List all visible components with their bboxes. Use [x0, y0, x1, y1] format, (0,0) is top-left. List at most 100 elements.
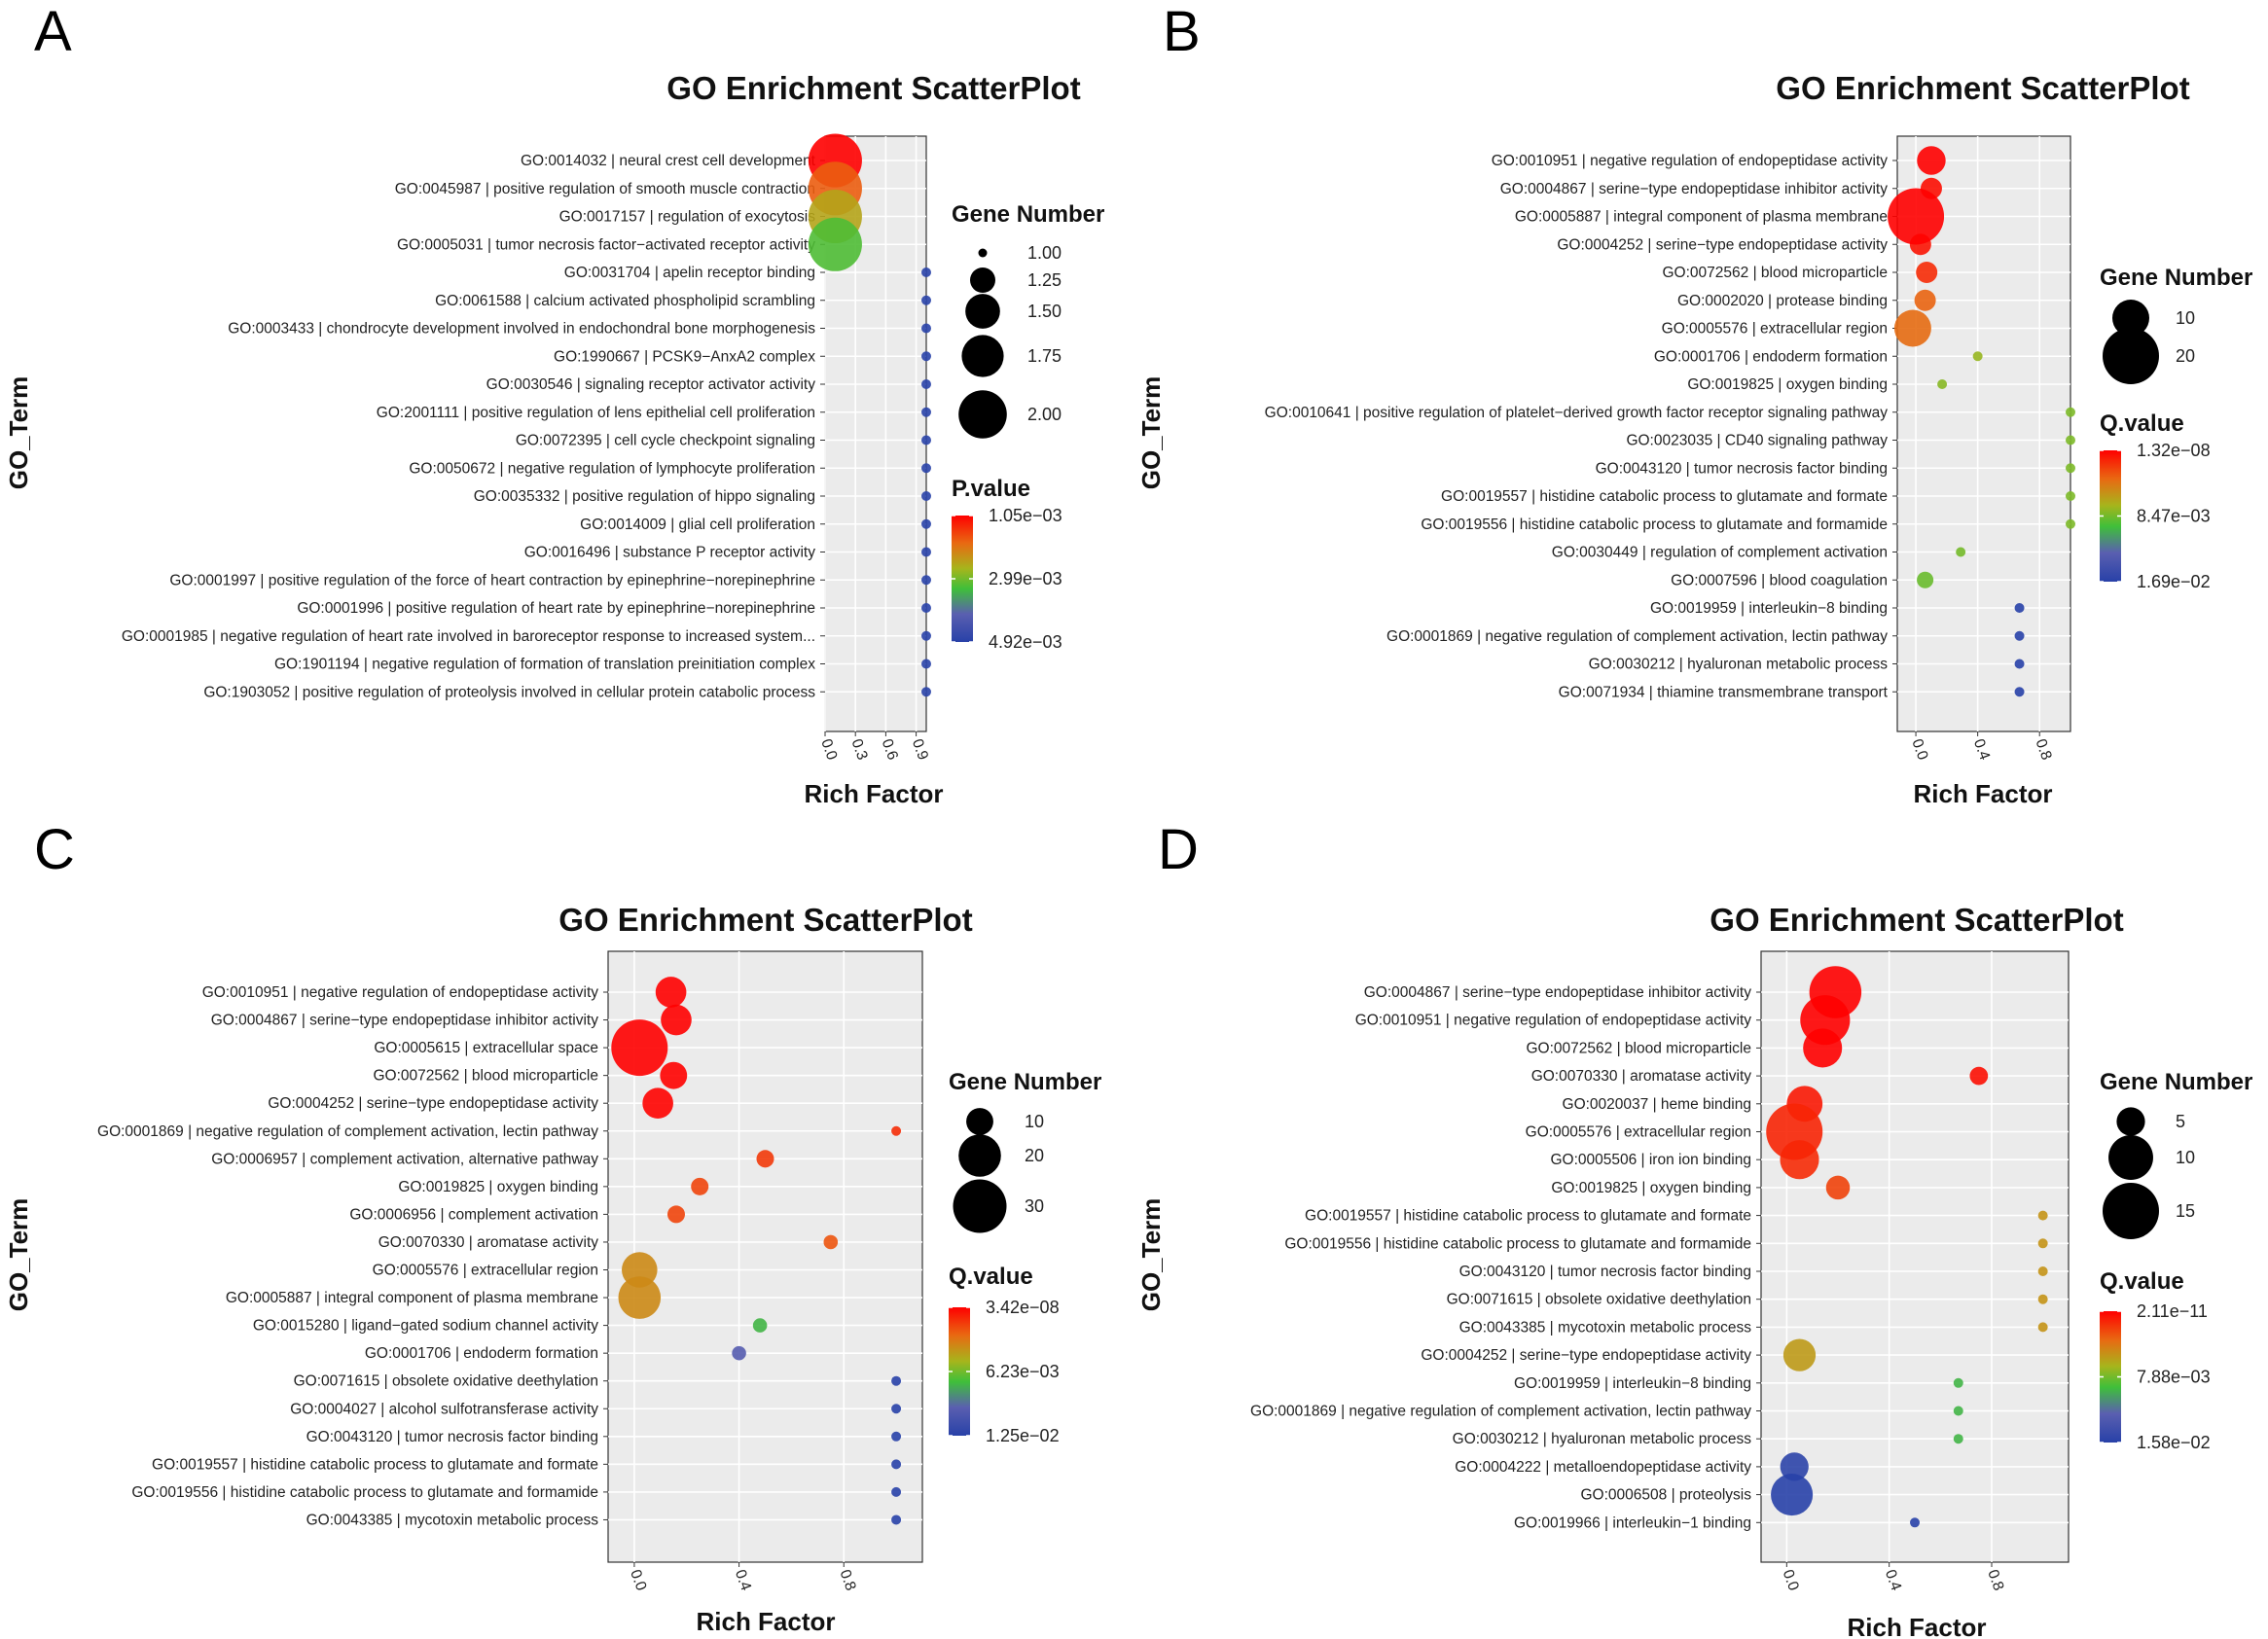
data-point [752, 1318, 768, 1333]
data-point [921, 295, 931, 305]
y-tick-label: GO:0004252 | serine−type endopeptidase a… [268, 1095, 598, 1112]
data-point [921, 323, 931, 334]
data-point [891, 1125, 902, 1136]
size-legend-label: 1.00 [1027, 243, 1062, 263]
y-tick-label: GO:0001985 | negative regulation of hear… [122, 628, 815, 645]
data-point [1809, 966, 1862, 1018]
panel-a: A GO Enrichment ScatterPlot GO_Term Rich Fa… [4, 0, 1104, 808]
size-legend-key [2116, 1107, 2145, 1136]
color-legend-label: 3.42e−08 [986, 1298, 1060, 1317]
size-legend-title: Gene Number [949, 1069, 1101, 1095]
y-tick-label: GO:0004252 | serine−type endopeptidase a… [1557, 236, 1888, 253]
y-tick-label: GO:0071934 | thiamine transmembrane tran… [1559, 684, 1889, 700]
y-tick-label: GO:1990667 | PCSK9−AnxA2 complex [554, 348, 815, 365]
data-point [891, 1514, 902, 1525]
panel-label: D [1158, 818, 1199, 881]
x-tick-label: 0.8 [1984, 1568, 2006, 1593]
color-legend-label: 2.11e−11 [2137, 1301, 2208, 1321]
data-point [655, 977, 687, 1008]
data-point [1917, 571, 1934, 588]
color-legend-title: Q.value [949, 1264, 1033, 1290]
y-axis-label: GO_Term [4, 376, 33, 490]
data-point [1771, 1474, 1814, 1516]
y-tick-label: GO:0004867 | serine−type endopeptidase i… [1364, 984, 1751, 1001]
data-point [691, 1177, 709, 1195]
data-point [2037, 1210, 2048, 1221]
data-point [921, 463, 931, 474]
color-legend-label: 6.23e−03 [986, 1362, 1060, 1381]
data-point [921, 379, 931, 389]
data-point [732, 1345, 746, 1361]
y-tick-label: GO:0019966 | interleukin−1 binding [1514, 1514, 1751, 1531]
color-legend-label: 8.47e−03 [2137, 507, 2211, 526]
color-legend-title: Q.value [2100, 1268, 2184, 1295]
y-tick-label: GO:0014009 | glial cell proliferation [580, 517, 815, 533]
y-tick-label: GO:0015280 | ligand−gated sodium channel… [253, 1318, 598, 1335]
y-tick-label: GO:0019556 | histidine catabolic process… [1284, 1235, 1751, 1252]
data-point [921, 407, 931, 417]
size-legend-key [958, 390, 1007, 439]
data-point [1916, 262, 1938, 283]
panel-label: C [34, 818, 75, 881]
y-tick-label: GO:0004867 | serine−type endopeptidase i… [1500, 181, 1888, 197]
y-tick-label: GO:0030212 | hyaluronan metabolic proces… [1453, 1431, 1752, 1447]
size-legend-title: Gene Number [2100, 265, 2252, 291]
color-legend-label: 1.32e−08 [2137, 441, 2211, 460]
y-tick-label: GO:0031704 | apelin receptor binding [564, 265, 815, 281]
color-legend-label: 1.69e−02 [2137, 572, 2211, 591]
data-point [1953, 1377, 1963, 1388]
legend: Gene Number 1.00 1.25 1.50 1.75 2.00 P.value 1.… [952, 201, 1104, 652]
y-tick-label: GO:0005576 | extracellular region [1662, 321, 1888, 338]
chart-title: GO Enrichment ScatterPlot [1710, 902, 2123, 938]
color-legend-label: 7.88e−03 [2137, 1368, 2211, 1387]
color-legend-label: 4.92e−03 [989, 632, 1062, 652]
data-point [1972, 351, 1983, 362]
x-tick-label: 0.9 [909, 737, 931, 763]
data-point [2037, 1322, 2048, 1333]
legend: Gene Number 10 20 30 Q.value 3.42e−08 6.23e−03… [949, 1069, 1101, 1445]
data-point [1956, 547, 1966, 557]
y-tick-label: GO:0070330 | aromatase activity [378, 1234, 599, 1251]
data-point [921, 267, 931, 277]
y-tick-label: GO:0016496 | substance P receptor activi… [524, 545, 816, 561]
panel-d: D GO Enrichment ScatterPlot GO_Term Rich Fa… [1136, 818, 2252, 1639]
data-points [611, 977, 902, 1525]
y-tick-label: GO:0006956 | complement activation [349, 1206, 598, 1223]
y-tick-label: GO:0072395 | cell cycle checkpoint signa… [516, 433, 815, 449]
data-point [611, 1019, 668, 1077]
y-tick-label: GO:0004252 | serine−type endopeptidase a… [1421, 1347, 1751, 1364]
y-tick-label: GO:1903052 | positive regulation of prot… [203, 684, 815, 700]
x-tick-label: 0.4 [1970, 737, 1993, 763]
y-tick-label: GO:0005576 | extracellular region [373, 1263, 598, 1279]
data-point [1910, 1517, 1920, 1528]
data-point [921, 518, 931, 529]
size-legend-key [961, 335, 1004, 377]
y-tick-label: GO:0043120 | tumor necrosis factor bindi… [1596, 460, 1888, 477]
y-tick-label: GO:0043385 | mycotoxin metabolic process [306, 1512, 599, 1528]
y-tick-label: GO:0001997 | positive regulation of the … [169, 572, 815, 588]
x-tick-label: 0.0 [817, 737, 840, 763]
y-tick-label: GO:0019556 | histidine catabolic process… [131, 1484, 598, 1501]
x-tick-label: 0.8 [836, 1568, 858, 1593]
y-tick-label: GO:0019825 | oxygen binding [1551, 1180, 1751, 1196]
data-point [666, 1205, 685, 1224]
data-points [808, 133, 931, 697]
data-point [660, 1061, 688, 1089]
y-tick-label: GO:0005887 | integral component of plasm… [1515, 209, 1888, 226]
y-tick-label: GO:0010951 | negative regulation of endo… [1355, 1013, 1752, 1029]
data-point [2014, 659, 2025, 669]
data-point [2037, 1294, 2048, 1304]
y-tick-label: GO:0004027 | alcohol sulfotransferase ac… [290, 1401, 598, 1417]
color-legend-title: P.value [952, 476, 1030, 502]
x-tick-label: 0.4 [1882, 1568, 1904, 1593]
data-point [891, 1431, 902, 1442]
y-tick-label: GO:0017157 | regulation of exocytosis [559, 209, 816, 226]
data-point [618, 1276, 662, 1319]
x-axis-label: Rich Factor [696, 1607, 835, 1636]
data-point [1766, 1103, 1823, 1160]
y-tick-label: GO:0006508 | proteolysis [1581, 1487, 1752, 1504]
x-axis-label: Rich Factor [1913, 779, 2052, 808]
data-point [921, 491, 931, 501]
data-point [921, 659, 931, 669]
